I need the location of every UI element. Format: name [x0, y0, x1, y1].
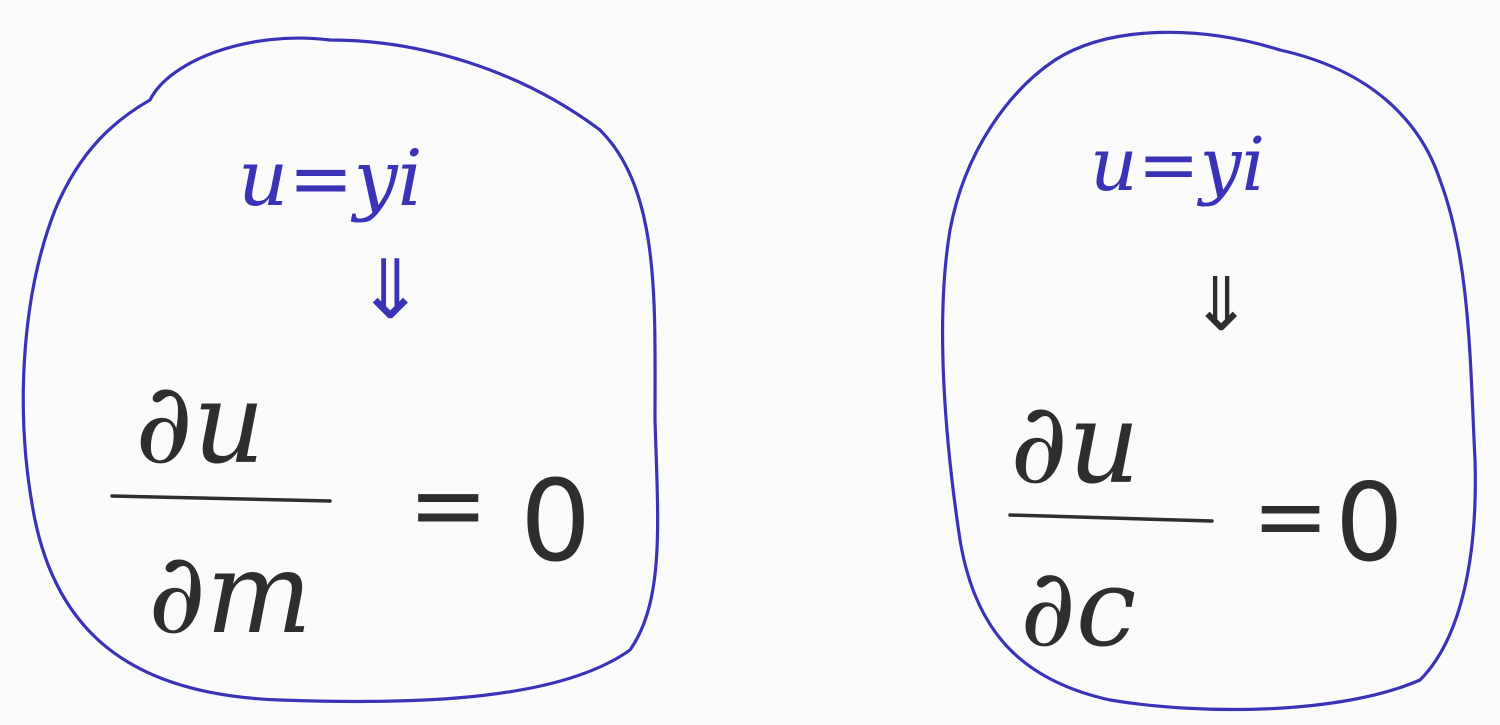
equals-sign: = [1252, 463, 1329, 570]
implies-arrow-icon: ⇓ [1190, 262, 1252, 348]
equals-sign: = [408, 449, 488, 561]
fraction-bar [1008, 513, 1214, 523]
rhs-zero: 0 [520, 457, 591, 587]
condition-text: u=yi [238, 134, 423, 224]
fraction-numerator: ∂u [135, 359, 265, 489]
rhs-zero: 0 [1335, 461, 1404, 586]
condition-text: u=yi [1090, 122, 1265, 208]
blob-left-outline [21, 36, 660, 704]
fraction-numerator: ∂u [1010, 379, 1140, 509]
blob-left: u=yi ⇓ ∂u ∂m = 0 [21, 36, 660, 704]
fraction-bar [110, 494, 332, 503]
blob-right: u=yi ⇓ ∂u ∂c = 0 [940, 30, 1477, 712]
fraction-denominator: ∂m [148, 529, 312, 659]
implies-arrow-icon: ⇓ [356, 243, 425, 338]
blob-right-outline [940, 30, 1477, 712]
fraction-denominator: ∂c [1020, 546, 1136, 671]
